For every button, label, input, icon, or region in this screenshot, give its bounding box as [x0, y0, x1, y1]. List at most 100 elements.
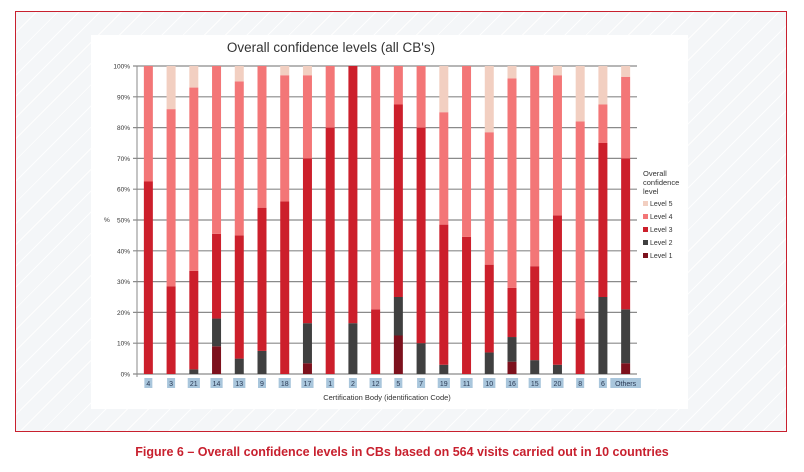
y-axis-label: %: [104, 217, 110, 224]
x-tick-highlight: [417, 378, 426, 388]
bar-segment-level-3: [621, 158, 631, 310]
bar-segment-level-4: [302, 75, 312, 159]
legend-swatch: [643, 201, 648, 206]
x-tick-highlight: [610, 378, 641, 388]
bar-segment-level-5: [484, 66, 494, 133]
x-tick-highlight: [187, 378, 200, 388]
x-tick-label: 10: [485, 381, 493, 388]
bar-segment-level-2: [439, 364, 449, 374]
bar-segment-level-3: [257, 207, 267, 351]
x-tick-label: 12: [372, 381, 380, 388]
bar-segment-level-3: [166, 286, 176, 374]
bar-segment-level-4: [416, 66, 426, 128]
bar-segment-level-2: [530, 360, 540, 374]
bar-segment-level-3: [507, 287, 517, 338]
x-tick-highlight: [598, 378, 607, 388]
x-tick-label: 2: [351, 381, 355, 388]
bar-segment-level-5: [439, 66, 449, 113]
bar-segment-level-1: [393, 335, 403, 374]
bar-segment-level-5: [166, 66, 176, 110]
bar-segment-level-2: [484, 352, 494, 374]
x-tick-label: 18: [281, 381, 289, 388]
y-tick-label: 30%: [117, 279, 130, 286]
x-tick-label: 9: [260, 381, 264, 388]
bar-segment-level-3: [212, 233, 222, 319]
legend-title: level: [643, 187, 659, 196]
bar-segment-level-3: [189, 270, 199, 370]
bar-segment-level-2: [598, 297, 608, 374]
bar-segment-level-3: [143, 181, 153, 374]
x-tick-label: 13: [235, 381, 243, 388]
bar-segment-level-1: [212, 346, 222, 374]
x-tick-highlight: [278, 378, 291, 388]
x-tick-highlight: [460, 378, 473, 388]
bar-segment-level-3: [462, 236, 472, 374]
bar-segment-level-3: [234, 235, 244, 359]
y-tick-label: 80%: [117, 125, 130, 132]
x-tick-label: 6: [601, 381, 605, 388]
bar-segment-level-4: [234, 81, 244, 236]
y-axis-ticks: 0% 10% 20% 30% 40% 50% 60% 70% 80% 90% 100%: [113, 64, 130, 379]
bar-segment-level-3: [302, 158, 312, 324]
x-tick-highlight: [576, 378, 585, 388]
x-tick-highlight: [369, 378, 382, 388]
y-tick-label: 40%: [117, 248, 130, 255]
bar-segment-level-4: [439, 112, 449, 225]
x-tick-highlight: [167, 378, 176, 388]
bar-segment-level-4: [325, 66, 335, 128]
x-axis-ticks: 4 3 21 14 13 9 18 17 1 2 12 5 7 19 11 10 16 15 20 8 6 Others: [144, 378, 641, 388]
bar-segment-level-4: [552, 75, 562, 216]
figure-caption: Figure 6 – Overall confidence levels in …: [135, 445, 669, 459]
y-tick-label: 90%: [117, 94, 130, 101]
bar-segment-level-5: [621, 66, 631, 77]
y-tick-label: 10%: [117, 341, 130, 348]
bar-segment-level-4: [598, 104, 608, 143]
bar-segment-level-5: [280, 66, 290, 76]
bar-segment-level-3: [280, 201, 290, 374]
x-tick-highlight: [233, 378, 246, 388]
bar-segment-level-3: [484, 264, 494, 353]
bar-segment-level-1: [621, 363, 631, 374]
chart-title: Overall confidence levels (all CB's): [226, 40, 436, 55]
x-axis-label: Certification Body (identification Code): [323, 393, 451, 402]
x-tick-label: 5: [396, 381, 400, 388]
x-tick-highlight: [210, 378, 223, 388]
y-tick-label: 70%: [117, 156, 130, 163]
bar-segment-level-5: [302, 66, 312, 76]
bar-segment-level-1: [507, 361, 517, 374]
legend-item: Level 3: [650, 227, 673, 234]
x-tick-label: 17: [304, 381, 312, 388]
bar-segment-level-4: [621, 76, 631, 159]
bar-segment-level-4: [371, 66, 381, 310]
x-tick-label: 16: [508, 381, 516, 388]
bar-segment-level-3: [393, 104, 403, 297]
bar-segment-level-4: [484, 132, 494, 265]
x-tick-label: 8: [578, 381, 582, 388]
bar-segment-level-4: [257, 66, 267, 208]
x-tick-highlight: [326, 378, 335, 388]
x-tick-highlight: [483, 378, 496, 388]
x-tick-highlight: [437, 378, 450, 388]
legend-title: Overall: [643, 169, 667, 178]
y-tick-label: 60%: [117, 187, 130, 194]
bar-segment-level-3: [371, 309, 381, 374]
bar-segment-level-2: [416, 343, 426, 374]
bar-segment-level-5: [234, 66, 244, 82]
x-tick-label: 19: [440, 381, 448, 388]
x-tick-label: 11: [463, 381, 470, 388]
bar-segment-level-5: [507, 66, 517, 79]
bar-segment-level-2: [189, 369, 199, 374]
bar-segment-level-5: [575, 66, 585, 122]
bar-segment-level-2: [257, 350, 267, 374]
x-tick-highlight: [144, 378, 153, 388]
bar-segment-level-4: [575, 121, 585, 319]
y-tick-label: 50%: [117, 218, 130, 225]
bar-segment-level-4: [280, 75, 290, 202]
x-tick-label: 15: [531, 381, 539, 388]
bar-segment-level-3: [552, 215, 562, 365]
bar-segment-level-2: [212, 318, 222, 347]
bar-segment-level-5: [598, 66, 608, 105]
bars: [143, 66, 631, 374]
y-tick-label: 0%: [121, 372, 131, 379]
